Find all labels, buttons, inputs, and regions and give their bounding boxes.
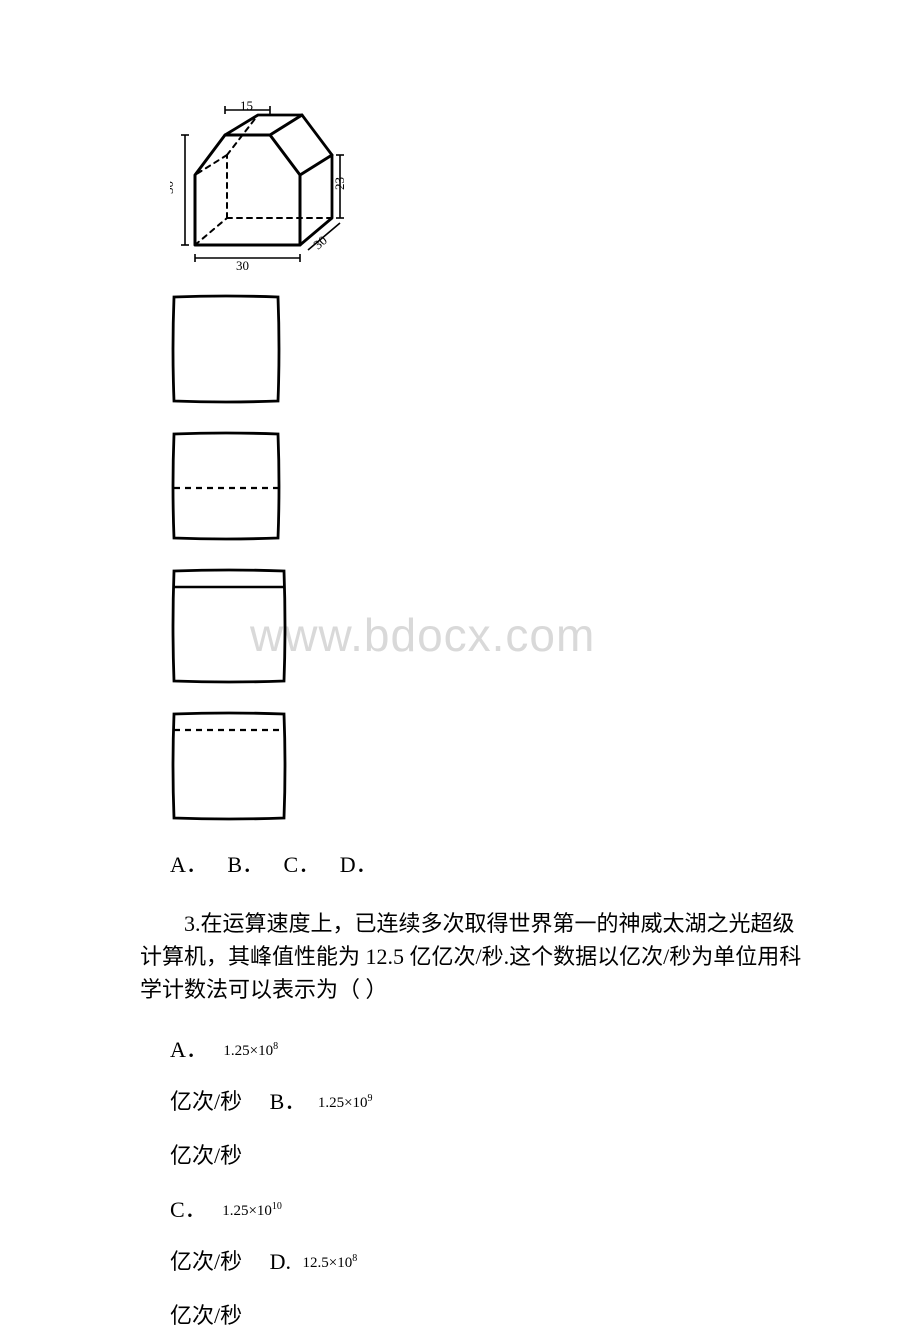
q3-d-letter: D. xyxy=(270,1249,291,1274)
q3-b-unit: 亿次/秒 xyxy=(170,1143,242,1168)
option-figure-d xyxy=(170,710,810,827)
house-dim-right: 23 xyxy=(332,177,347,190)
option-figure-a xyxy=(170,293,810,410)
option-figures-group xyxy=(170,293,810,827)
q3-d-sci: 12.5×108 xyxy=(303,1255,358,1271)
q3-b-letter: B． xyxy=(270,1089,307,1114)
q3-b-unit-line: 亿次/秒 xyxy=(170,1138,810,1170)
q3-a-letter: A． xyxy=(170,1037,208,1062)
question-3-stem: 3.在运算速度上，已连续多次取得世界第一的神威太湖之光超级计算机，其峰值性能为 … xyxy=(140,907,810,1006)
q3-c-unit: 亿次/秒 xyxy=(170,1249,242,1274)
figure-option-labels: A． B． C． D． xyxy=(170,847,810,879)
q3-a-unit: 亿次/秒 xyxy=(170,1089,242,1114)
q3-c-letter: C． xyxy=(170,1197,207,1222)
house-diagram: 15 30 23 30 30 xyxy=(170,100,810,275)
option-figure-b xyxy=(170,430,810,547)
house-svg: 15 30 23 30 30 xyxy=(170,100,355,275)
page-content: 15 30 23 30 30 xyxy=(140,100,810,1330)
house-dim-bottom: 30 xyxy=(236,258,249,273)
q3-option-a: A． 1.25×108 xyxy=(170,1032,810,1064)
q3-c-sci: 1.25×1010 xyxy=(222,1203,282,1219)
q3-d-unit: 亿次/秒 xyxy=(170,1303,242,1328)
q3-d-unit-line: 亿次/秒 xyxy=(170,1298,810,1330)
house-dim-top: 15 xyxy=(240,100,253,113)
q3-b-sci: 1.25×109 xyxy=(318,1095,373,1111)
q3-option-c: C． 1.25×1010 xyxy=(170,1192,810,1224)
q3-a-sci: 1.25×108 xyxy=(223,1043,278,1059)
q3-c-cont-d-line: 亿次/秒 D. 12.5×108 xyxy=(170,1244,810,1276)
house-dim-left: 30 xyxy=(170,181,176,194)
q3-a-cont-b-line: 亿次/秒 B． 1.25×109 xyxy=(170,1084,810,1116)
option-figure-c xyxy=(170,567,810,690)
